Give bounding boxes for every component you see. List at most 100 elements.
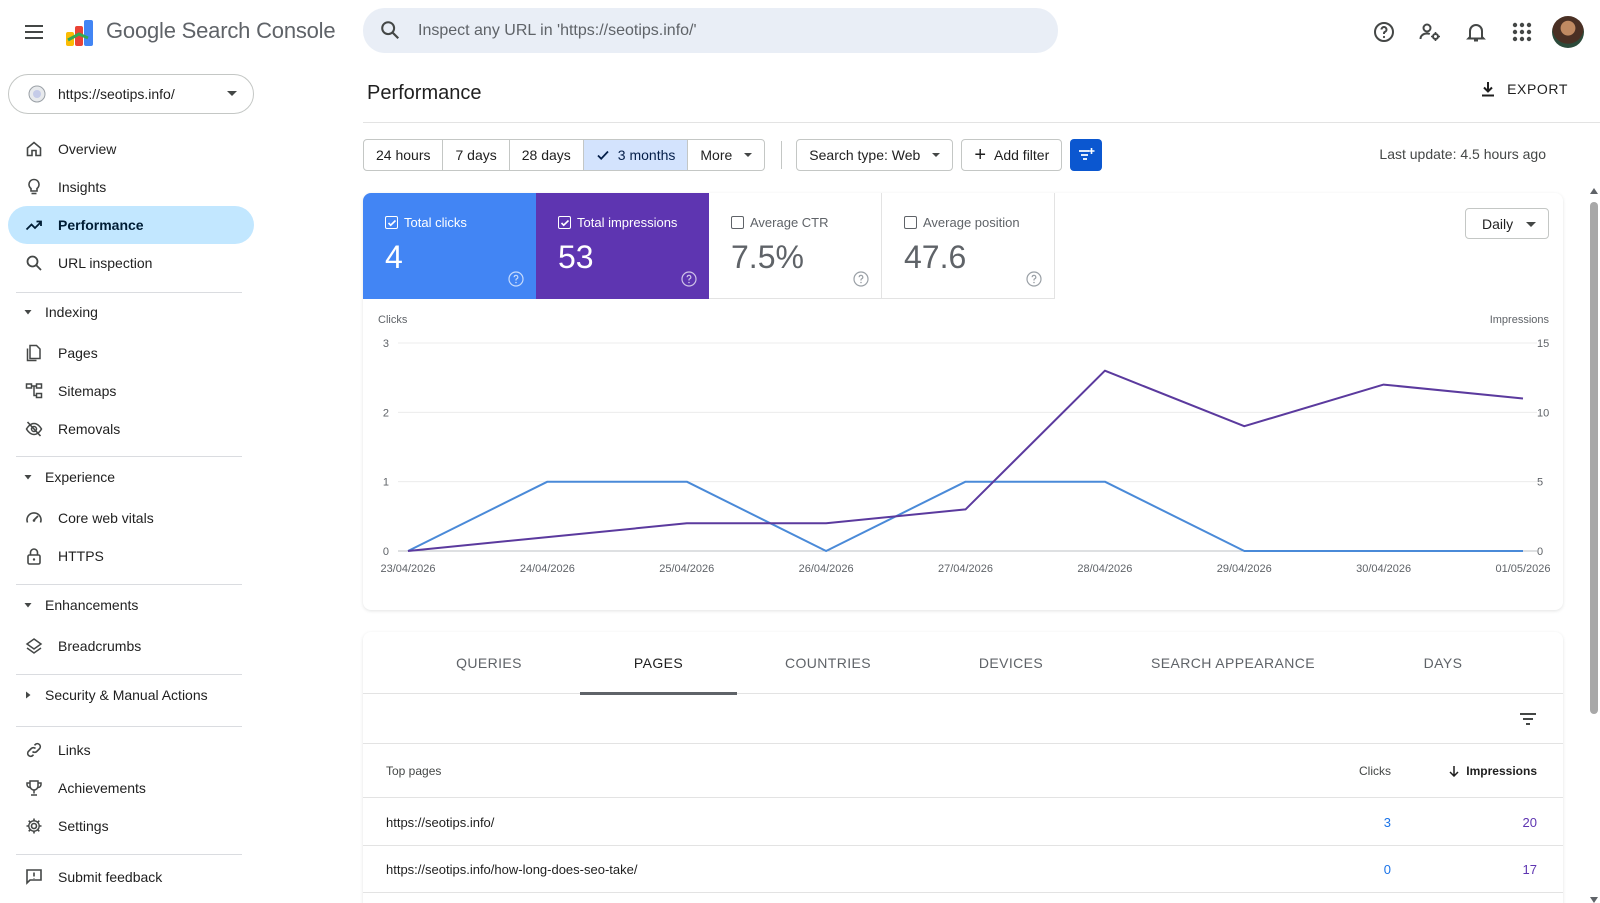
section-enhancements[interactable]: Enhancements bbox=[22, 593, 138, 617]
sidebar-item-overview[interactable]: Overview bbox=[8, 130, 254, 168]
sidebar-item-links[interactable]: Links bbox=[8, 731, 254, 769]
metric-average-ctr[interactable]: Average CTR 7.5% bbox=[709, 193, 882, 299]
sidebar-item-core-web-vitals[interactable]: Core web vitals bbox=[8, 499, 254, 537]
x-tick-label: 01/05/2026 bbox=[1495, 563, 1550, 575]
x-tick-label: 23/04/2026 bbox=[380, 563, 435, 575]
scroll-up-arrow-icon[interactable] bbox=[1590, 188, 1598, 194]
range-3-months[interactable]: 3 months bbox=[583, 140, 689, 170]
row-page-url: https://seotips.info/ bbox=[386, 815, 495, 830]
sidebar-item-url-inspection[interactable]: URL inspection bbox=[8, 244, 254, 282]
sidebar-item-settings[interactable]: Settings bbox=[8, 807, 254, 845]
user-avatar[interactable] bbox=[1552, 16, 1584, 48]
title-divider bbox=[363, 122, 1600, 123]
sidebar-item-achievements[interactable]: Achievements bbox=[8, 769, 254, 807]
sidebar-item-removals[interactable]: Removals bbox=[8, 410, 254, 448]
section-security-manual-actions[interactable]: Security & Manual Actions bbox=[22, 683, 208, 707]
tab-search-appearance[interactable]: SEARCH APPEARANCE bbox=[1151, 655, 1315, 671]
y-tick-right: 15 bbox=[1537, 338, 1549, 350]
filter-separator bbox=[781, 141, 783, 169]
performance-chart-card: Total clicks 4 Total impressions 53 Aver… bbox=[363, 193, 1563, 610]
range-24-hours[interactable]: 24 hours bbox=[364, 140, 444, 170]
tab-devices[interactable]: DEVICES bbox=[978, 655, 1044, 671]
series-line-clicks bbox=[407, 480, 1523, 552]
sidebar-item-sitemaps[interactable]: Sitemaps bbox=[8, 372, 254, 410]
column-header-clicks[interactable]: Clicks bbox=[1359, 764, 1391, 778]
manage-users-icon[interactable] bbox=[1412, 14, 1448, 50]
filter-bar: 24 hours 7 days 28 days 3 months More Se… bbox=[363, 139, 1103, 171]
sidebar-item-breadcrumbs[interactable]: Breadcrumbs bbox=[8, 627, 254, 665]
table-row[interactable]: https://seotips.info/how-long-does-seo-t… bbox=[363, 846, 1563, 893]
property-selector[interactable]: https://seotips.info/ bbox=[8, 74, 254, 114]
range-7-days[interactable]: 7 days bbox=[443, 140, 510, 170]
trophy-icon bbox=[26, 780, 42, 796]
app-logo[interactable]: Google Search Console bbox=[64, 14, 336, 48]
row-impressions: 20 bbox=[1522, 815, 1537, 830]
table-row[interactable]: https://seotips.info/ 3 20 bbox=[363, 799, 1563, 846]
help-circle-icon[interactable] bbox=[853, 271, 869, 287]
add-filter-button[interactable]: + Add filter bbox=[961, 139, 1063, 171]
sidebar-divider bbox=[16, 854, 242, 855]
scrollbar-thumb[interactable] bbox=[1590, 202, 1598, 714]
metric-value: 47.6 bbox=[904, 239, 967, 275]
menu-icon[interactable] bbox=[22, 20, 46, 44]
metric-average-position[interactable]: Average position 47.6 bbox=[882, 193, 1055, 299]
sidebar-item-insights[interactable]: Insights bbox=[8, 168, 254, 206]
metric-total-impressions[interactable]: Total impressions 53 bbox=[536, 193, 709, 299]
metric-total-clicks[interactable]: Total clicks 4 bbox=[363, 193, 536, 299]
page-scrollbar[interactable] bbox=[1588, 188, 1600, 903]
metric-value: 7.5% bbox=[731, 239, 804, 275]
row-impressions: 17 bbox=[1522, 862, 1537, 877]
eye-off-icon bbox=[25, 421, 43, 437]
help-circle-icon[interactable] bbox=[1026, 271, 1042, 287]
x-tick-label: 27/04/2026 bbox=[938, 563, 993, 575]
caret-right-icon bbox=[26, 691, 31, 699]
sitemap-icon bbox=[25, 383, 43, 399]
metric-value: 4 bbox=[385, 239, 403, 275]
sidebar-item-performance[interactable]: Performance bbox=[8, 206, 254, 244]
granularity-dropdown[interactable]: Daily bbox=[1465, 208, 1549, 239]
search-type-dropdown[interactable]: Search type: Web bbox=[796, 139, 954, 171]
dimension-table-card: QUERIES PAGES COUNTRIES DEVICES SEARCH A… bbox=[363, 632, 1563, 903]
search-icon bbox=[381, 21, 400, 40]
section-experience[interactable]: Experience bbox=[22, 465, 115, 489]
dimension-tabs: QUERIES PAGES COUNTRIES DEVICES SEARCH A… bbox=[363, 632, 1563, 695]
tab-queries[interactable]: QUERIES bbox=[456, 655, 522, 671]
layers-icon bbox=[25, 638, 43, 654]
search-console-logo-icon bbox=[66, 20, 93, 46]
scroll-down-arrow-icon[interactable] bbox=[1590, 897, 1598, 903]
y-tick-left: 1 bbox=[383, 477, 389, 489]
export-button[interactable]: EXPORT bbox=[1479, 80, 1568, 98]
tab-countries[interactable]: COUNTRIES bbox=[784, 655, 872, 671]
sidebar-item-submit-feedback[interactable]: Submit feedback bbox=[8, 858, 254, 896]
y-tick-right: 5 bbox=[1537, 477, 1543, 489]
check-icon bbox=[597, 150, 609, 160]
column-header-impressions[interactable]: Impressions bbox=[1448, 764, 1537, 778]
tab-days[interactable]: DAYS bbox=[1423, 655, 1463, 671]
section-indexing[interactable]: Indexing bbox=[22, 300, 98, 324]
filter-list-icon[interactable] bbox=[1517, 708, 1539, 730]
column-header-top-pages[interactable]: Top pages bbox=[386, 764, 442, 778]
url-inspect-input[interactable] bbox=[418, 8, 1038, 53]
compare-filter-button[interactable] bbox=[1070, 139, 1103, 171]
checkbox-unchecked-icon bbox=[731, 216, 744, 229]
help-circle-icon[interactable] bbox=[508, 271, 524, 287]
sidebar-item-pages[interactable]: Pages bbox=[8, 334, 254, 372]
y-axis-left-label: Clicks bbox=[378, 314, 408, 326]
caret-down-icon bbox=[744, 153, 753, 157]
sidebar-item-https[interactable]: HTTPS bbox=[8, 537, 254, 575]
plus-icon: + bbox=[974, 144, 986, 166]
row-clicks: 0 bbox=[1383, 862, 1391, 877]
notifications-bell-icon[interactable] bbox=[1458, 14, 1494, 50]
date-range-selector: 24 hours 7 days 28 days 3 months More bbox=[363, 139, 766, 171]
property-url: https://seotips.info/ bbox=[58, 86, 175, 102]
range-28-days[interactable]: 28 days bbox=[510, 140, 584, 170]
help-circle-icon[interactable] bbox=[681, 271, 697, 287]
x-tick-label: 25/04/2026 bbox=[659, 563, 714, 575]
x-tick-label: 29/04/2026 bbox=[1217, 563, 1272, 575]
apps-grid-icon[interactable] bbox=[1504, 14, 1540, 50]
tab-pages[interactable]: PAGES bbox=[580, 632, 737, 695]
help-icon[interactable] bbox=[1366, 14, 1402, 50]
range-more-dropdown[interactable]: More bbox=[688, 140, 764, 170]
home-icon bbox=[26, 141, 42, 157]
row-page-url: https://seotips.info/how-long-does-seo-t… bbox=[386, 862, 638, 877]
